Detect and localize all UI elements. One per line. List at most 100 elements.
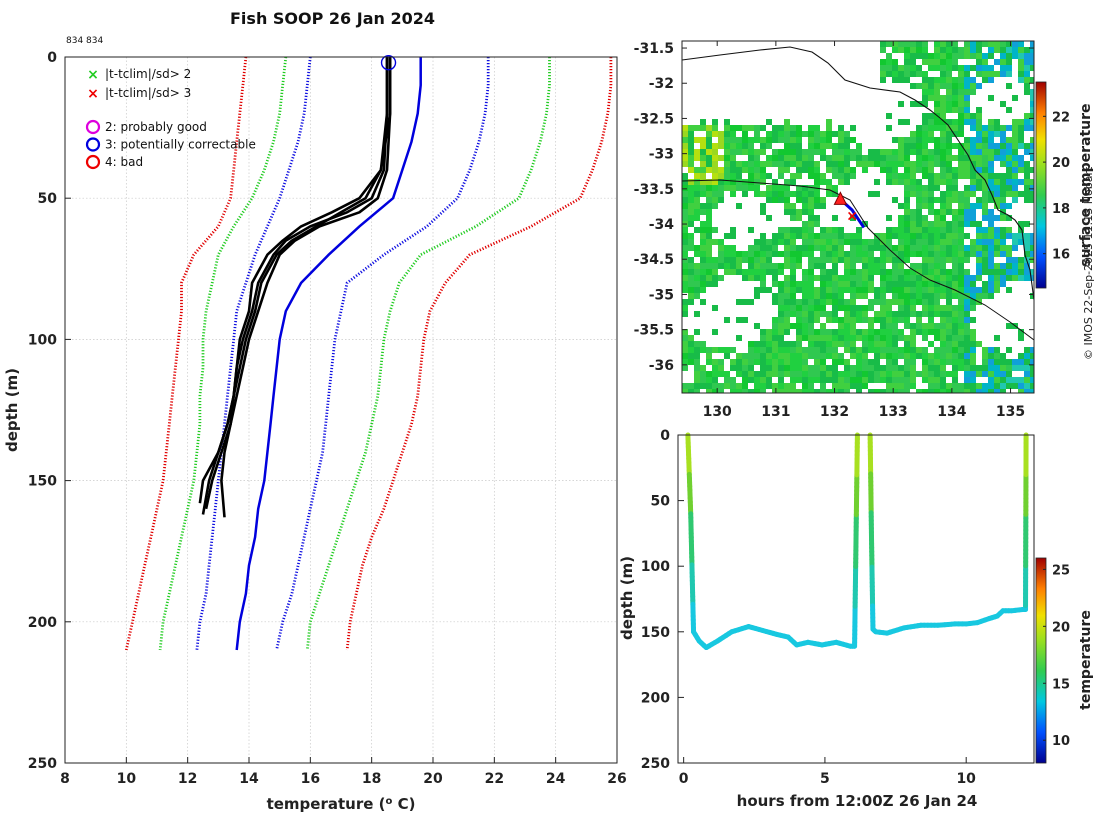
sst-cell (964, 53, 970, 59)
sst-cell (940, 179, 946, 185)
sst-cell (946, 203, 952, 209)
sst-cell (952, 125, 958, 131)
sst-cell (694, 155, 700, 161)
sst-cell (808, 347, 814, 353)
sst-cell (748, 377, 754, 383)
coastline-path (682, 46, 1034, 301)
sst-cell (970, 47, 976, 53)
sst-cell (772, 161, 778, 167)
sst-cell (886, 251, 892, 257)
sst-cell (838, 305, 844, 311)
sst-cell (700, 251, 706, 257)
sst-cell (850, 239, 856, 245)
sst-cell (922, 101, 928, 107)
sst-cell (964, 221, 970, 227)
sst-cell (898, 173, 904, 179)
sst-cell (922, 389, 928, 393)
sst-cell (880, 329, 886, 335)
sst-cell (988, 53, 994, 59)
sst-cell (958, 347, 964, 353)
sst-cell (700, 377, 706, 383)
sst-cell (1006, 83, 1012, 89)
sst-cell (820, 311, 826, 317)
sst-cell (694, 341, 700, 347)
sst-cell (694, 179, 700, 185)
sst-cell (1018, 65, 1024, 71)
sst-cell (940, 269, 946, 275)
sst-cell (916, 161, 922, 167)
sst-cell (898, 119, 904, 125)
sst-cell (916, 227, 922, 233)
sst-cell (922, 263, 928, 269)
sst-cell (790, 215, 796, 221)
sst-cell (958, 317, 964, 323)
sst-cell (874, 371, 880, 377)
sst-cell (838, 161, 844, 167)
sst-cell (946, 269, 952, 275)
sst-cell (700, 209, 706, 215)
sst-cell (784, 131, 790, 137)
sst-cell (688, 281, 694, 287)
sst-cell (1024, 89, 1030, 95)
sst-cell (940, 233, 946, 239)
sst-cell (832, 233, 838, 239)
sst-cell (964, 371, 970, 377)
sst-cell (1006, 149, 1012, 155)
sst-cell (808, 221, 814, 227)
sst-cell (718, 257, 724, 263)
sst-cell (868, 365, 874, 371)
sst-cell (832, 263, 838, 269)
sst-cell (1030, 197, 1034, 203)
sst-cell (706, 215, 712, 221)
sst-cell (736, 269, 742, 275)
sst-cell (850, 293, 856, 299)
sst-cell (748, 257, 754, 263)
sst-cell (904, 59, 910, 65)
sst-cell (1024, 191, 1030, 197)
sst-cell (1006, 377, 1012, 383)
sst-cell (766, 353, 772, 359)
sst-cell (946, 137, 952, 143)
sst-cell (754, 353, 760, 359)
sst-cell (718, 239, 724, 245)
sst-cell (946, 107, 952, 113)
sst-cell (958, 209, 964, 215)
sst-cell (898, 311, 904, 317)
sst-cell (808, 353, 814, 359)
sst-cell (982, 287, 988, 293)
sst-cell (964, 323, 970, 329)
sst-cell (718, 359, 724, 365)
sst-cell (802, 377, 808, 383)
sst-cell (1012, 275, 1018, 281)
sst-cell (802, 161, 808, 167)
sst-cell (958, 89, 964, 95)
sst-cell (880, 77, 886, 83)
sst-cell (886, 389, 892, 393)
sst-cell (688, 215, 694, 221)
sst-cell (1000, 149, 1006, 155)
sst-cell (886, 371, 892, 377)
sst-cell (1000, 263, 1006, 269)
sst-cell (1018, 161, 1024, 167)
sst-cell (1000, 179, 1006, 185)
sst-cell (988, 233, 994, 239)
sst-cell (976, 365, 982, 371)
sst-cell (808, 377, 814, 383)
sst-cell (694, 371, 700, 377)
sst-cell (952, 389, 958, 393)
sst-cell (862, 335, 868, 341)
sst-cell (880, 365, 886, 371)
sst-cell (820, 173, 826, 179)
sst-cell (718, 347, 724, 353)
sst-cell (988, 47, 994, 53)
sst-cell (712, 305, 718, 311)
sst-cell (1018, 233, 1024, 239)
sst-cell (892, 353, 898, 359)
sst-cell (994, 185, 1000, 191)
sst-cell (982, 245, 988, 251)
sst-cell (922, 53, 928, 59)
sst-cell (982, 251, 988, 257)
sst-cell (1000, 65, 1006, 71)
sst-cell (946, 47, 952, 53)
sst-cell (916, 287, 922, 293)
